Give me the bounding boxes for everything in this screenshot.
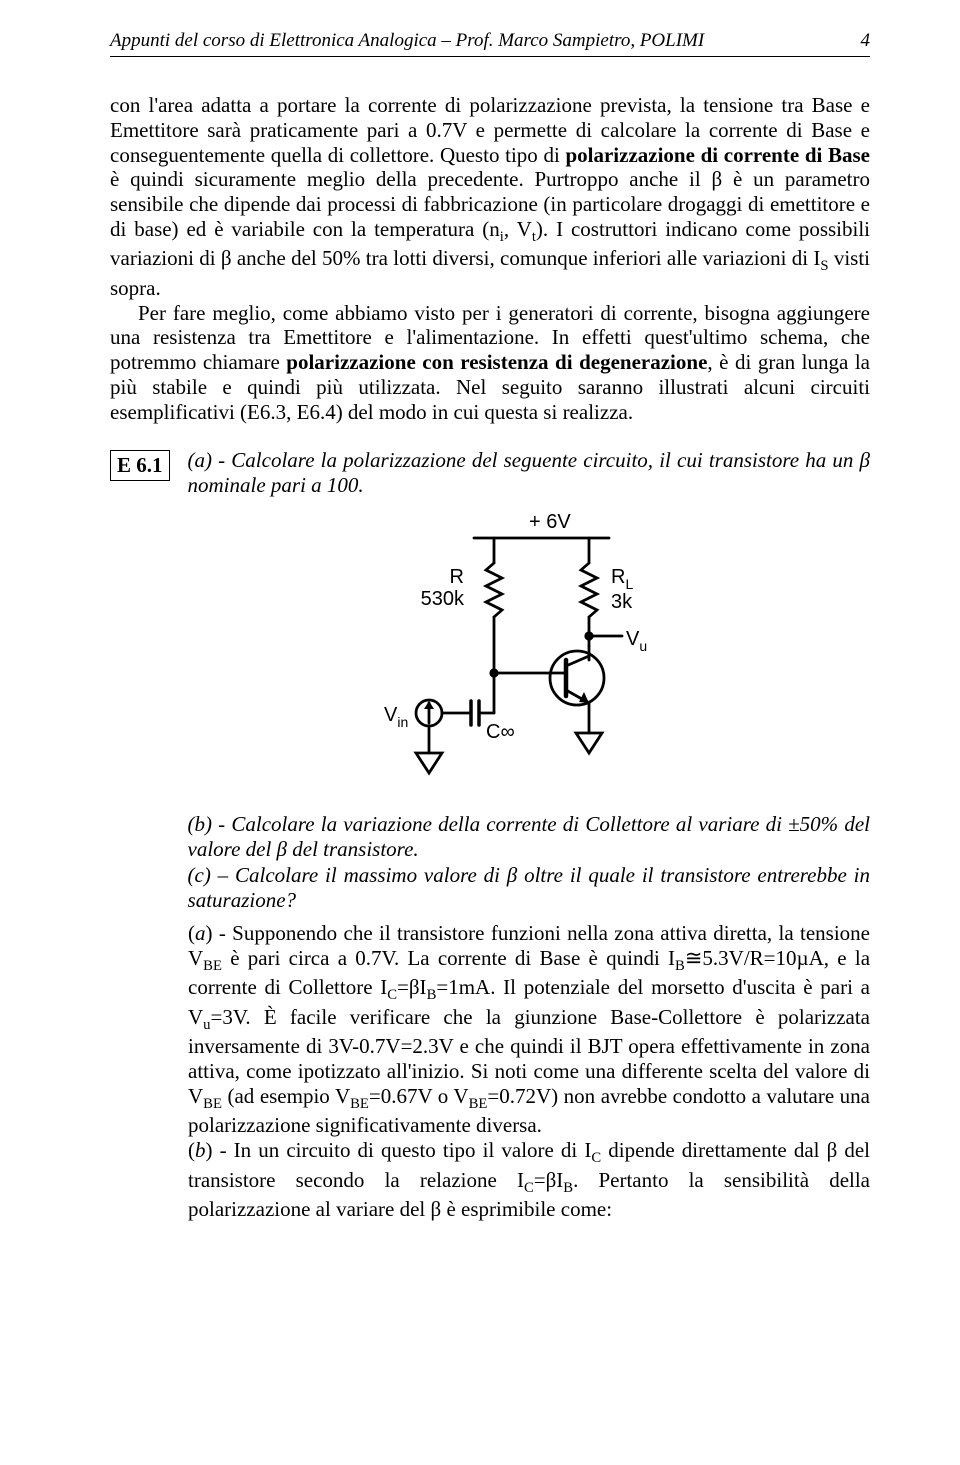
sa-3: è pari circa a 0.7V. La corrente di Base… — [222, 946, 675, 970]
para1-sub3: S — [820, 259, 828, 275]
vu-sub: u — [639, 638, 647, 654]
exercise-part-c: (c) – Calcolare il massimo valore di β o… — [188, 863, 870, 913]
r-label: R — [449, 566, 463, 588]
sa-sub7: BE — [350, 1096, 369, 1112]
sb-sub3: B — [563, 1180, 573, 1196]
exercise-part-b: (b) - Calcolare la variazione della corr… — [188, 812, 870, 862]
vu-label: V — [626, 628, 640, 650]
svg-text:RL: RL — [611, 566, 633, 592]
page: Appunti del corso di Elettronica Analogi… — [0, 0, 960, 1262]
rl-label: R — [611, 566, 625, 588]
sa-sub6: BE — [203, 1096, 222, 1112]
svg-text:Vu: Vu — [626, 628, 647, 654]
sa-sub4: B — [427, 987, 437, 1003]
exercise-part-a: (a) - Calcolare la polarizzazione del se… — [188, 448, 870, 498]
solution-b: (b) - In un circuito di questo tipo il v… — [188, 1138, 870, 1222]
sa-sub8: BE — [469, 1096, 488, 1112]
body-text: con l'area adatta a portare la corrente … — [110, 93, 870, 424]
exercise-label: E 6.1 — [110, 450, 170, 481]
rl-value: 3k — [611, 591, 633, 613]
sa-1: ( — [188, 921, 195, 945]
solution-a: (a) - Supponendo che il transistore funz… — [188, 921, 870, 1138]
sb-sub2: C — [524, 1180, 534, 1196]
sa-sub5: u — [203, 1017, 210, 1033]
sa-5: =βI — [397, 975, 427, 999]
vin-sub: in — [397, 714, 408, 730]
r-value: 530k — [420, 588, 464, 610]
paragraph-1: con l'area adatta a portare la corrente … — [110, 93, 870, 301]
svg-text:Vin: Vin — [384, 704, 408, 730]
sa-8: (ad esempio V — [222, 1084, 350, 1108]
sb-1: ( — [188, 1138, 195, 1162]
para1-text-c: , V — [504, 217, 532, 241]
para2-bold-1: polarizzazione con resistenza di degener… — [286, 350, 707, 374]
exercise-row: E 6.1 (a) - Calcolare la polarizzazione … — [110, 448, 870, 912]
sa-sub1: BE — [203, 958, 222, 974]
cinf-label: C∞ — [486, 721, 515, 743]
sb-1b: b — [195, 1138, 206, 1162]
sb-4: =βI — [534, 1168, 564, 1192]
sb-sub1: C — [591, 1150, 601, 1166]
rl-sub: L — [625, 576, 633, 592]
vin-label: V — [384, 704, 398, 726]
sb-2: ) - In un circuito di questo tipo il val… — [206, 1138, 592, 1162]
header-left: Appunti del corso di Elettronica Analogi… — [110, 30, 704, 52]
sa-sub2: B — [675, 958, 685, 974]
page-header: Appunti del corso di Elettronica Analogi… — [110, 30, 870, 57]
sa-sub3: C — [387, 987, 397, 1003]
paragraph-2: Per fare meglio, come abbiamo visto per … — [110, 301, 870, 425]
header-page-number: 4 — [861, 30, 871, 52]
sa-1b: a — [195, 921, 206, 945]
circuit-diagram: + 6V R 530k RL 3k Vu Vin C∞ — [188, 508, 870, 804]
para1-bold-1: polarizzazione di corrente di Base — [565, 143, 870, 167]
solution-block: (a) - Supponendo che il transistore funz… — [188, 921, 870, 1222]
exercise-text: (a) - Calcolare la polarizzazione del se… — [188, 448, 870, 912]
supply-label: + 6V — [529, 511, 571, 533]
sa-9: =0.67V o V — [369, 1084, 469, 1108]
